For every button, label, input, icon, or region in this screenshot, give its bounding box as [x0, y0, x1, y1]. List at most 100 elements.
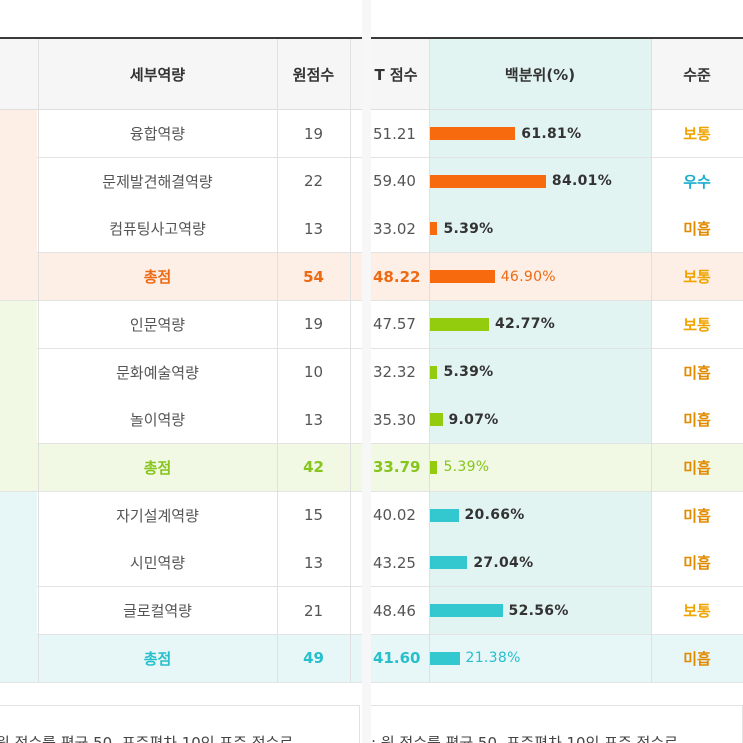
percentile-cell: 21.38%	[429, 634, 651, 682]
table-row: 글로컬역량 21	[0, 587, 362, 635]
raw-score: 21	[303, 601, 324, 620]
level-badge: 미흡	[683, 649, 711, 668]
subcompetency-name: 자기설계역량	[116, 506, 199, 525]
percentile-cell: 52.56%	[429, 587, 651, 634]
t-score: 51.21	[373, 124, 416, 143]
percentile-cell: 46.90%	[429, 253, 651, 301]
right-score-table: T 점수 백분위(%) 수준 51.21 61.81% 보통 59.40 84.01% 우…	[371, 0, 743, 743]
level-badge: 미흡	[683, 554, 711, 573]
percentile-cell: 5.39%	[429, 205, 651, 253]
t-score: 35.30	[373, 410, 416, 429]
percentile-cell: 20.66%	[429, 491, 651, 539]
subcompetency-name: 총점	[143, 268, 172, 287]
percentile-label: 21.38%	[465, 650, 521, 667]
subcompetency-name: 시민역량	[129, 554, 186, 573]
raw-score: 10	[303, 363, 324, 381]
raw-score: 19	[303, 124, 324, 143]
percentile-cell: 9.07%	[429, 396, 651, 444]
percentile-bar	[430, 651, 460, 665]
percentile-bar	[430, 317, 490, 331]
total-row: 총점 42	[0, 443, 362, 492]
percentile-bar	[430, 604, 503, 617]
table-row: 자기설계역량 15	[0, 491, 362, 540]
percentile-cell: 42.77%	[429, 300, 651, 348]
subcompetency-name: 놀이역량	[129, 411, 186, 430]
subcompetency-name: 총점	[143, 649, 172, 668]
table-top-border	[0, 37, 362, 39]
t-score: 47.57	[373, 315, 416, 334]
header-percentile: 백분위(%)	[429, 39, 651, 109]
subcompetency-name: 글로컬역량	[122, 602, 192, 620]
percentile-cell: 27.04%	[429, 539, 651, 587]
percentile-cell: 5.39%	[429, 348, 651, 396]
column-divider	[277, 39, 278, 682]
column-divider	[350, 39, 351, 682]
table-row: 43.25 27.04% 미흡	[371, 539, 743, 588]
table-row: 시민역량 13	[0, 539, 362, 588]
table-row: 51.21 61.81% 보통	[371, 110, 743, 158]
raw-score: 49	[303, 649, 324, 668]
t-score: 32.32	[373, 363, 416, 381]
subcompetency-name: 융합역량	[129, 125, 186, 143]
group-band	[0, 491, 37, 682]
table-row: 놀이역량 13	[0, 396, 362, 445]
table-row: 융합역량 19	[0, 110, 362, 158]
column-divider	[38, 39, 39, 682]
percentile-cell: 5.39%	[429, 443, 651, 491]
table-row: 47.57 42.77% 보통	[371, 300, 743, 349]
subcompetency-name: 문제발견해결역량	[102, 172, 213, 191]
raw-score: 13	[303, 410, 324, 429]
percentile-cell: 84.01%	[429, 157, 651, 205]
raw-score: 13	[303, 219, 324, 238]
t-score: 41.60	[373, 649, 421, 668]
percentile-label: 5.39%	[443, 364, 494, 380]
level-badge: 보통	[683, 315, 711, 334]
panel-gap	[362, 0, 371, 743]
subcompetency-name: 인문역량	[129, 315, 186, 334]
t-score: 48.22	[373, 267, 421, 286]
table-row: 컴퓨팅사고역량 13	[0, 205, 362, 254]
t-score: 33.02	[373, 219, 416, 238]
group-band	[0, 110, 37, 300]
table-row: 32.32 5.39% 미흡	[371, 348, 743, 397]
table-row: 인문역량 19	[0, 300, 362, 349]
table-row: 59.40 84.01% 우수	[371, 157, 743, 206]
table-row: 40.02 20.66% 미흡	[371, 491, 743, 540]
percentile-label: 9.07%	[448, 411, 499, 428]
column-divider	[651, 39, 652, 682]
percentile-label: 5.39%	[443, 220, 494, 237]
raw-score: 42	[303, 458, 324, 477]
footer-note: 원 점수를 평균 50, 표준편차 10인 표준 점수로	[0, 734, 294, 743]
t-score: 43.25	[373, 553, 416, 572]
percentile-bar	[430, 508, 459, 522]
total-row: 총점 49	[0, 634, 362, 683]
header-subcompetency: 세부역량	[129, 65, 186, 84]
percentile-cell: 61.81%	[429, 110, 651, 157]
level-badge: 미흡	[683, 220, 711, 239]
t-score: 33.79	[373, 458, 421, 477]
t-score: 48.46	[373, 601, 416, 620]
subcompetency-name: 문화예술역량	[116, 363, 199, 382]
percentile-label: 52.56%	[508, 602, 569, 619]
table-row: 33.02 5.39% 미흡	[371, 205, 743, 254]
subcompetency-name: 컴퓨팅사고역량	[109, 220, 206, 239]
raw-score: 54	[303, 267, 324, 286]
level-badge: 미흡	[683, 411, 711, 430]
percentile-bar	[430, 174, 546, 188]
table-row: 35.30 9.07% 미흡	[371, 396, 743, 445]
percentile-bar	[430, 413, 443, 427]
percentile-label: 61.81%	[521, 125, 582, 142]
t-score: 59.40	[373, 172, 416, 191]
table-top-border	[371, 37, 743, 39]
level-badge: 보통	[683, 602, 711, 620]
percentile-bar	[430, 556, 468, 570]
table-row: 문제발견해결역량 22	[0, 157, 362, 206]
header-t-score: T 점수	[374, 65, 418, 84]
percentile-bar	[430, 270, 495, 284]
group-band	[0, 300, 37, 491]
percentile-label: 84.01%	[551, 173, 613, 190]
percentile-label: 5.39%	[443, 459, 490, 476]
percentile-bar	[430, 127, 516, 140]
raw-score: 15	[303, 506, 324, 525]
total-row: 48.22 46.90% 보통	[371, 253, 743, 302]
